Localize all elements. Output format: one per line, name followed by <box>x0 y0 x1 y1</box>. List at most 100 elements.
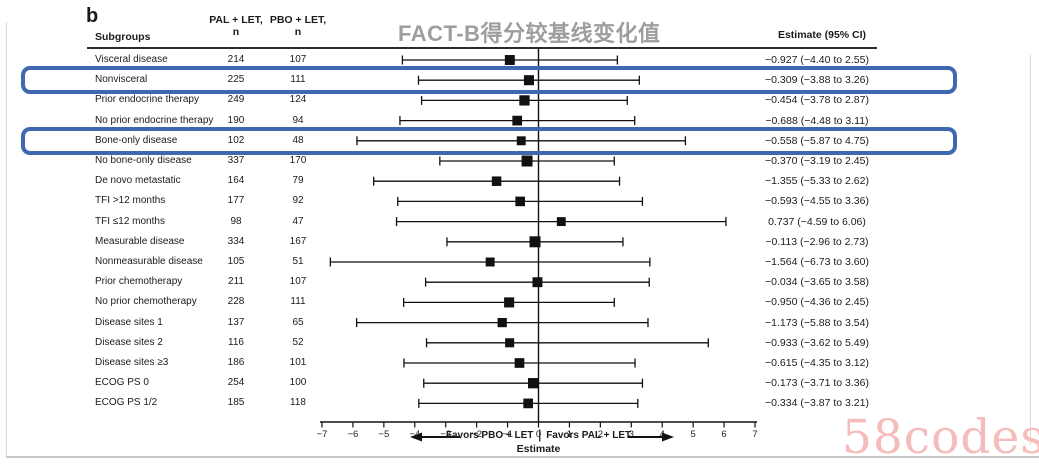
axis-tick-label: −6 <box>347 429 358 440</box>
pal-let-label: PAL + LET, <box>209 14 263 26</box>
point-estimate-marker <box>504 55 515 65</box>
pbo-n-value: 118 <box>290 397 306 409</box>
forest-row-graphics <box>356 136 687 146</box>
subgroup-label: Disease sites ≥3 <box>95 357 169 368</box>
estimate-ci-value: −0.558 (−5.87 to 4.75) <box>765 134 869 147</box>
estimate-ci-value: −0.309 (−3.88 to 3.26) <box>765 74 869 87</box>
pal-n-value: 116 <box>228 336 244 348</box>
forest-row-graphics <box>418 398 639 409</box>
estimate-ci-value: −0.933 (−3.62 to 5.49) <box>765 336 869 349</box>
column-header-pal-let: PAL + LET, n <box>206 14 266 38</box>
estimate-ci-value: −0.927 (−4.40 to 2.55) <box>765 54 869 66</box>
estimate-ci-value: −0.688 (−4.48 to 3.11) <box>765 114 869 127</box>
forest-row-graphics <box>424 277 650 288</box>
forest-row-graphics <box>395 217 727 227</box>
forest-row-graphics <box>329 257 651 267</box>
point-estimate-marker <box>521 155 533 167</box>
pbo-n-value: 101 <box>289 357 307 368</box>
forest-row-graphics <box>417 75 640 86</box>
subgroup-label: Nonvisceral <box>95 74 148 86</box>
pal-n-value: 105 <box>227 256 245 267</box>
page-edge-left <box>6 22 7 457</box>
forest-row-graphics <box>420 95 628 106</box>
forest-row-graphics <box>425 338 709 348</box>
right-arrow-head <box>662 432 674 442</box>
chart-title-overlay: FACT-B得分较基线变化值 <box>398 21 661 46</box>
forest-row-graphics <box>399 115 636 126</box>
pal-n-value: 337 <box>227 155 245 166</box>
pal-n-value: 185 <box>227 397 245 409</box>
pal-n-value: 214 <box>227 54 245 65</box>
estimate-ci-value: −0.113 (−2.96 to 2.73) <box>765 235 869 248</box>
subgroup-label: De novo metastatic <box>95 175 181 187</box>
forest-row-graphics <box>423 378 644 389</box>
estimate-ci-value: −0.615 (−4.35 to 3.12) <box>765 357 869 369</box>
x-axis: −7−6−5−4−3−2−101234567 <box>317 421 758 440</box>
forest-row-graphics <box>401 55 619 65</box>
subgroup-label: Prior chemotherapy <box>95 276 183 288</box>
point-estimate-marker <box>515 196 525 207</box>
axis-tick-label: 7 <box>752 429 757 440</box>
pbo-n-value: 52 <box>292 336 304 348</box>
favors-right-label: Favors PAL + LET <box>546 430 632 441</box>
pal-n-value: 98 <box>230 215 242 227</box>
point-estimate-marker <box>516 136 526 146</box>
axis-tick-label: −4 <box>409 429 420 440</box>
header-rule <box>87 47 877 49</box>
axis-tick-label: 3 <box>629 429 634 440</box>
axis-tick-label: −2 <box>471 429 482 440</box>
point-estimate-marker <box>504 297 515 308</box>
estimate-ci-value: −0.334 (−3.87 to 3.21) <box>765 397 869 410</box>
subgroup-label: No prior endocrine therapy <box>95 114 214 126</box>
forest-row-graphics <box>403 358 636 368</box>
pal-n-value: 186 <box>227 357 245 368</box>
subgroup-label: Prior endocrine therapy <box>95 94 199 106</box>
point-estimate-marker <box>485 257 495 267</box>
point-estimate-marker <box>523 398 534 409</box>
highlight-box <box>21 126 957 155</box>
column-header-estimate: Estimate (95% CI) <box>777 29 867 41</box>
forest-row-graphics <box>372 176 621 186</box>
axis-tick-label: 6 <box>721 429 726 440</box>
axis-tick-label: −5 <box>378 429 389 440</box>
axis-tick-label: 0 <box>536 429 541 440</box>
pbo-let-label: PBO + LET, <box>269 14 327 26</box>
subgroup-label: Disease sites 1 <box>95 316 163 328</box>
left-arrow-head <box>410 432 422 442</box>
forest-row-graphics <box>446 236 624 248</box>
pal-n-value: 137 <box>227 316 245 328</box>
pbo-n-value: 100 <box>289 377 307 389</box>
subgroup-label: TFI >12 months <box>95 195 166 207</box>
pal-n-value: 254 <box>227 377 245 389</box>
pbo-n-value: 167 <box>289 235 307 247</box>
favors-divider: | <box>538 428 542 443</box>
favors-annotation: Favors PBO + LET | Favors PAL + LET <box>322 428 755 443</box>
pbo-n-value: 111 <box>290 296 306 308</box>
axis-tick-label: 5 <box>691 429 696 440</box>
estimate-ci-value: −0.173 (−3.71 to 3.36) <box>765 377 869 390</box>
pbo-n-value: 124 <box>289 94 307 106</box>
watermark-text: 58codes <box>842 410 1039 465</box>
forest-row-graphics <box>439 155 615 167</box>
highlight-box <box>21 66 957 95</box>
estimate-ci-value: −1.173 (−5.88 to 3.54) <box>765 316 869 329</box>
pbo-n-value: 47 <box>292 215 304 227</box>
panel-label: b <box>86 5 99 27</box>
subgroup-label: Disease sites 2 <box>95 336 163 348</box>
pbo-n-value: 65 <box>292 316 304 328</box>
estimate-ci-value: 0.737 (−4.59 to 6.06) <box>768 215 866 228</box>
pbo-n-value: 111 <box>290 74 306 86</box>
pal-n-value: 177 <box>227 195 245 207</box>
page-edge-right <box>1030 55 1031 445</box>
pbo-n-value: 170 <box>289 155 307 166</box>
pal-n-value: 164 <box>227 175 245 187</box>
pbo-let-n-label: n <box>294 26 302 38</box>
column-header-pbo-let: PBO + LET, n <box>268 14 328 38</box>
subgroup-label: Nonmeasurable disease <box>95 256 203 267</box>
column-header-subgroups: Subgroups <box>95 31 151 43</box>
forest-row-graphics <box>402 297 615 308</box>
x-axis-title: Estimate <box>516 443 561 455</box>
point-estimate-marker <box>491 176 502 186</box>
pal-n-value: 249 <box>227 94 245 106</box>
